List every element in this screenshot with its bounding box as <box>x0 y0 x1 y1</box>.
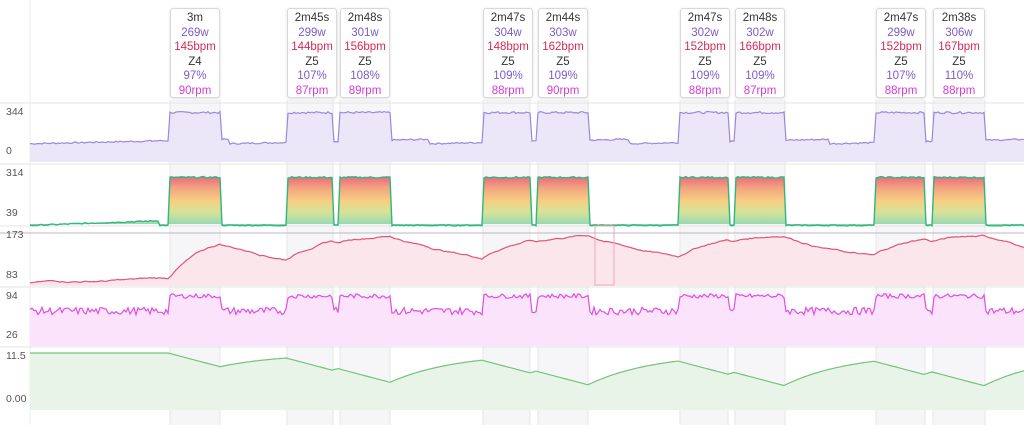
lap-duration: 2m47s <box>687 12 723 24</box>
lap-summary-8[interactable]: 2m38s 306w 167bpm Z5 110% 88rpm <box>933 8 985 98</box>
lap-summary-5[interactable]: 2m47s 302w 152bpm Z5 109% 88rpm <box>680 8 730 98</box>
lap-zone: Z5 <box>698 55 712 68</box>
lap-zone: Z5 <box>358 55 372 68</box>
lap-duration: 3m <box>187 12 203 24</box>
y-tick-heart_rate-1: 83 <box>6 269 18 281</box>
lap-zone: Z5 <box>305 55 319 68</box>
lap-hr: 145bpm <box>174 41 216 53</box>
y-tick-w_prime_balance-1: 0.00 <box>6 393 27 405</box>
y-tick-w_prime_balance-0: 11.5 <box>6 350 26 362</box>
lap-pct: 109% <box>493 70 523 82</box>
lap-cadence: 87rpm <box>743 84 777 97</box>
lap-duration: 2m48s <box>742 12 778 24</box>
y-tick-heart_rate-0: 173 <box>6 229 24 241</box>
y-tick-power-1: 0 <box>6 145 12 157</box>
lap-duration: 2m38s <box>941 12 977 24</box>
lap-summary-3[interactable]: 2m47s 304w 148bpm Z5 109% 88rpm <box>483 8 533 98</box>
lap-zone: Z5 <box>556 55 570 68</box>
hr-marker <box>594 225 615 286</box>
lap-hr: 148bpm <box>487 41 529 53</box>
lap-hr: 152bpm <box>880 41 922 53</box>
y-tick-cadence-1: 26 <box>6 329 18 341</box>
lap-power: 269w <box>181 26 209 39</box>
lap-hr: 167bpm <box>938 41 980 53</box>
lap-power: 303w <box>549 26 577 39</box>
lap-duration: 2m45s <box>294 12 330 24</box>
lap-zone: Z5 <box>753 55 767 68</box>
lap-zone: Z5 <box>952 55 966 68</box>
lap-duration: 2m47s <box>883 12 919 24</box>
lap-cadence: 90rpm <box>546 84 580 97</box>
lap-duration: 2m47s <box>490 12 526 24</box>
power-zones-line <box>29 175 1024 227</box>
lap-summary-0[interactable]: 3m 269w 145bpm Z4 97% 90rpm <box>170 8 220 98</box>
lap-duration: 2m44s <box>545 12 581 24</box>
lap-summary-7[interactable]: 2m47s 299w 152bpm Z5 107% 88rpm <box>876 8 926 98</box>
lap-hr: 166bpm <box>739 41 781 53</box>
lap-pct: 107% <box>297 70 327 82</box>
lap-power: 299w <box>298 26 326 39</box>
lap-cadence: 88rpm <box>884 84 918 97</box>
lap-power: 306w <box>945 26 973 39</box>
lap-power: 302w <box>746 26 774 39</box>
lap-pct: 97% <box>183 70 207 82</box>
lap-zone: Z5 <box>894 55 908 68</box>
lap-pct: 108% <box>350 70 380 82</box>
hr-line <box>29 234 1024 284</box>
lap-summary-4[interactable]: 2m44s 303w 162bpm Z5 109% 90rpm <box>538 8 588 98</box>
lap-cadence: 89rpm <box>348 84 382 97</box>
lap-summary-1[interactable]: 2m45s 299w 144bpm Z5 107% 87rpm <box>287 8 337 98</box>
lap-cadence: 88rpm <box>491 84 525 97</box>
y-tick-power-0: 344 <box>6 106 24 118</box>
lap-hr: 144bpm <box>291 41 333 53</box>
lap-hr: 152bpm <box>684 41 726 53</box>
lap-summary-2[interactable]: 2m48s 301w 156bpm Z5 108% 89rpm <box>340 8 390 98</box>
lap-power: 302w <box>691 26 719 39</box>
lap-hr: 156bpm <box>344 41 386 53</box>
y-tick-power_zones-0: 314 <box>6 167 24 179</box>
y-tick-power_zones-1: 39 <box>6 207 18 219</box>
cadence-area <box>30 293 1024 346</box>
lap-power: 301w <box>351 26 379 39</box>
lap-zone: Z4 <box>188 55 202 68</box>
lap-zone: Z5 <box>501 55 515 68</box>
lap-cadence: 90rpm <box>178 84 212 97</box>
lap-pct: 109% <box>690 70 720 82</box>
y-tick-cadence-0: 94 <box>6 290 18 302</box>
power-area <box>30 111 1024 162</box>
power-zones-area <box>30 176 1024 226</box>
hr-area <box>30 235 1024 286</box>
wbal-area <box>30 353 1024 410</box>
lap-power: 304w <box>494 26 522 39</box>
lap-cadence: 88rpm <box>688 84 722 97</box>
lap-pct: 109% <box>745 70 775 82</box>
lap-power: 299w <box>887 26 915 39</box>
lap-cadence: 87rpm <box>295 84 329 97</box>
wbal-line <box>30 352 1024 387</box>
lap-summary-6[interactable]: 2m48s 302w 166bpm Z5 109% 87rpm <box>735 8 785 98</box>
lap-cadence: 88rpm <box>942 84 976 97</box>
lap-pct: 107% <box>886 70 916 82</box>
cadence-line <box>29 292 1024 317</box>
power-line <box>29 110 1024 146</box>
lap-hr: 162bpm <box>542 41 584 53</box>
lap-pct: 109% <box>548 70 578 82</box>
lap-duration: 2m48s <box>347 12 383 24</box>
lap-pct: 110% <box>944 70 974 82</box>
